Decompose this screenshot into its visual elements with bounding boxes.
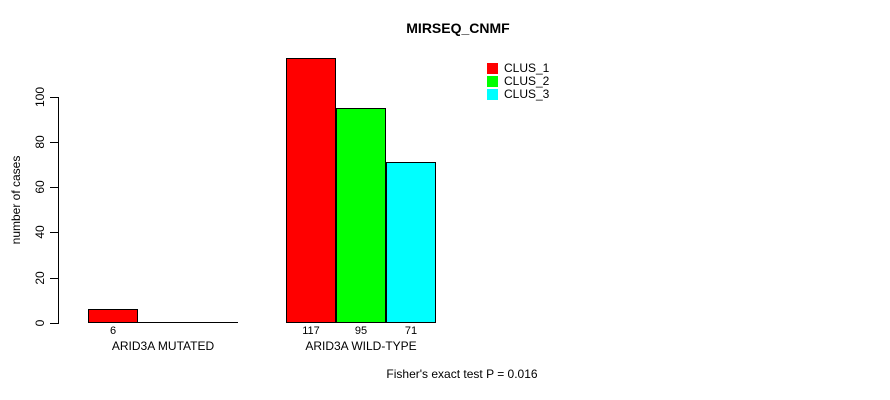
bar-CLUS_3 (188, 322, 238, 323)
y-tick-label: 100 (33, 86, 47, 108)
y-tick-label: 20 (33, 271, 47, 285)
y-tick-label: 60 (33, 180, 47, 194)
legend-label: CLUS_1 (504, 61, 550, 75)
legend-swatch-icon (487, 89, 498, 100)
bar-CLUS_3 (386, 162, 436, 323)
y-axis-title: number of cases (9, 155, 23, 245)
category-label: ARID3A WILD-TYPE (305, 339, 417, 353)
bar-CLUS_1 (286, 58, 336, 323)
category-label: ARID3A MUTATED (111, 339, 215, 353)
bar-CLUS_2 (138, 322, 188, 323)
legend-label: CLUS_2 (504, 74, 550, 88)
legend-swatch-icon (487, 63, 498, 74)
y-tick-mark (50, 142, 59, 143)
y-tick-label: 0 (33, 319, 47, 327)
y-tick-mark (50, 97, 59, 98)
bar-value-label: 117 (302, 325, 320, 337)
legend-row: CLUS_3 (487, 88, 549, 101)
legend-row: CLUS_1 (487, 62, 549, 75)
y-axis-line (58, 97, 59, 324)
fisher-test-note: Fisher's exact test P = 0.016 (386, 367, 538, 381)
bar-CLUS_1 (88, 309, 138, 323)
y-tick-label: 80 (33, 135, 47, 149)
chart-title: MIRSEQ_CNMF (406, 20, 510, 36)
legend-label: CLUS_3 (504, 87, 550, 101)
y-tick-mark (50, 187, 59, 188)
legend-row: CLUS_2 (487, 75, 549, 88)
bar-value-label: 6 (109, 325, 117, 337)
bar-value-label: 95 (354, 325, 368, 337)
y-tick-mark (50, 278, 59, 279)
y-tick-label: 40 (33, 225, 47, 239)
bar-value-label: 71 (404, 325, 418, 337)
bar-CLUS_2 (336, 108, 386, 323)
legend: CLUS_1 CLUS_2 CLUS_3 (487, 62, 549, 101)
y-tick-mark (50, 232, 59, 233)
y-tick-mark (50, 323, 59, 324)
legend-swatch-icon (487, 76, 498, 87)
